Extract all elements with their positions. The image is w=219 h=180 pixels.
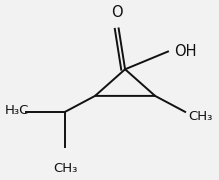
Text: O: O xyxy=(111,4,122,20)
Text: H₃C: H₃C xyxy=(5,104,29,118)
Text: CH₃: CH₃ xyxy=(53,162,77,175)
Text: OH: OH xyxy=(174,44,197,59)
Text: CH₃: CH₃ xyxy=(188,110,213,123)
